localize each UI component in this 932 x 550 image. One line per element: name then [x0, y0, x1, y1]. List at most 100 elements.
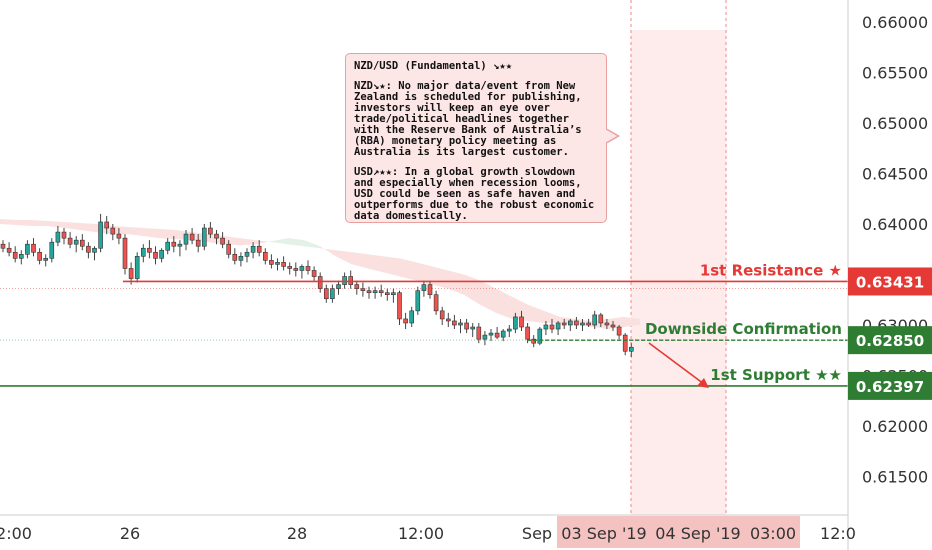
candle-body: [49, 241, 55, 259]
candle-body: [110, 227, 116, 235]
note-pointer-fill: [605, 129, 617, 143]
candle-body: [384, 292, 390, 295]
candle-body: [360, 288, 366, 291]
x-tick-label: 28: [287, 524, 307, 543]
candle-body: [214, 233, 219, 239]
x-axis: 2:00 26 28 12:00 Sep 03 Sep '19 04 Sep '19 03:0…: [0, 524, 856, 543]
cloud-segment: [160, 229, 176, 240]
candle-body: [12, 251, 18, 259]
candle-body: [555, 322, 561, 330]
candle-body: [415, 290, 421, 312]
level-label: 1st Resistance ★: [700, 261, 842, 279]
candle-body: [86, 245, 91, 253]
candle-body: [311, 270, 317, 277]
candle-body: [293, 268, 299, 271]
candle-body: [269, 260, 274, 265]
candle-body: [549, 324, 555, 330]
candle-body: [122, 237, 128, 269]
candle-body: [488, 332, 494, 336]
candle-body: [372, 290, 378, 293]
candle-body: [61, 231, 67, 239]
price-tag-text: 0.62397: [856, 378, 924, 396]
candle-body: [25, 243, 30, 255]
candle-body: [537, 328, 543, 344]
candle-body: [18, 254, 24, 259]
candle-body: [159, 249, 164, 259]
candle-body: [586, 322, 591, 326]
candle-body: [73, 239, 79, 245]
cloud-segment: [288, 238, 304, 247]
candle-body: [403, 318, 408, 324]
candle-body: [226, 243, 231, 255]
candle-body: [494, 332, 500, 338]
cloud-segment: [528, 304, 544, 323]
candle-body: [628, 346, 634, 352]
cloud-segment: [624, 316, 640, 328]
candle-body: [171, 241, 177, 247]
candles: [0, 213, 634, 358]
x-tick-label: 12:00: [398, 524, 444, 543]
cloud-segment: [400, 258, 416, 281]
levels: 1st Resistance ★ Downside Confirmation 1st…: [0, 261, 848, 387]
candle-body: [525, 326, 530, 340]
cloud-segment: [368, 254, 384, 273]
candle-body: [98, 221, 103, 249]
price-tag-text: 0.63431: [856, 273, 924, 291]
candle-body: [427, 284, 433, 296]
future-zone: [631, 30, 726, 515]
cloud-segment: [224, 236, 240, 246]
candle-body: [409, 310, 415, 324]
candle-body: [421, 284, 427, 291]
x-tick-label: 03 Sep '19: [561, 524, 646, 543]
candle-body: [183, 233, 189, 245]
candle-body: [574, 320, 579, 326]
candle-body: [336, 284, 341, 289]
candle-body: [531, 338, 537, 344]
candle-body: [439, 310, 445, 320]
candle-body: [256, 245, 262, 253]
candle-body: [232, 254, 238, 261]
candle-body: [366, 290, 372, 293]
cloud-segment: [240, 238, 256, 246]
candle-body: [519, 316, 524, 328]
y-tick-label: 0.61500: [862, 468, 928, 487]
candle-body: [317, 276, 323, 289]
cloud-segment: [416, 262, 432, 285]
x-tick-label: 2:00: [0, 524, 32, 543]
cloud-segment: [48, 220, 64, 229]
candle-body: [116, 233, 122, 239]
candle-body: [580, 322, 585, 326]
candle-body: [128, 268, 134, 279]
candle-body: [604, 322, 610, 326]
y-tick-label: 0.65500: [862, 64, 928, 83]
cloud-segment: [352, 252, 368, 269]
candle-body: [470, 326, 476, 330]
x-axis-highlight: [557, 516, 800, 548]
candle-body: [342, 276, 347, 285]
cloud-segment: [0, 218, 16, 226]
cloud-segment: [608, 316, 624, 330]
cloud-segment: [336, 250, 352, 265]
note-title: NZD/USD (Fundamental) ↘★★: [354, 60, 513, 72]
candle-body: [262, 251, 268, 261]
cloud-segment: [144, 228, 160, 239]
cloud-segment: [272, 238, 288, 245]
candle-body: [43, 258, 49, 261]
cloud-segment: [512, 296, 528, 321]
cloud-segment: [496, 288, 512, 319]
candle-body: [433, 294, 439, 312]
candle-body: [37, 251, 42, 261]
cloud-segment: [304, 240, 320, 249]
candle-body: [592, 314, 598, 326]
price-tag: [848, 326, 932, 355]
candle-body: [208, 227, 213, 235]
candle-body: [610, 324, 616, 328]
ichimoku-cloud: [0, 218, 640, 330]
y-tick-label: 0.66000: [862, 13, 928, 32]
candle-body: [616, 326, 622, 336]
level-label: 1st Support ★★: [710, 366, 842, 384]
candle-body: [67, 237, 73, 245]
candle-body: [323, 288, 329, 300]
candle-body: [0, 243, 6, 249]
candle-body: [299, 266, 305, 271]
